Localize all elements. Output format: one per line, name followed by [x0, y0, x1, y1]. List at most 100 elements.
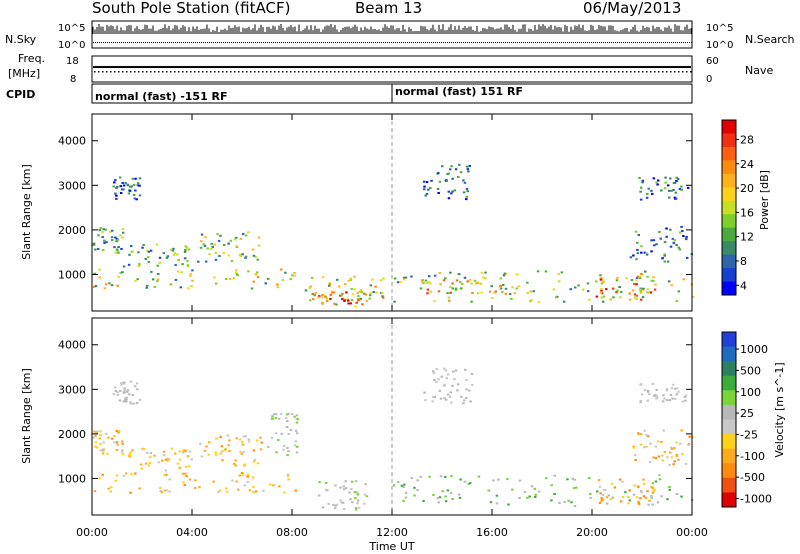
heatmap-cell — [294, 429, 298, 432]
heatmap-cell — [515, 273, 519, 276]
heatmap-cell — [241, 441, 244, 444]
heatmap-cell — [156, 280, 159, 283]
heatmap-cell — [602, 295, 606, 298]
heatmap-cell — [649, 291, 653, 294]
heatmap-cell — [437, 192, 440, 194]
nsearch-dot — [689, 42, 690, 43]
heatmap-cell — [256, 462, 260, 465]
heatmap-cell — [150, 270, 153, 273]
heatmap-cell — [293, 272, 296, 274]
heatmap-cell — [287, 433, 290, 435]
heatmap-cell — [663, 253, 666, 256]
heatmap-cell — [187, 248, 191, 251]
heatmap-cell — [635, 279, 638, 282]
nave-dot — [534, 71, 536, 73]
colorbar-segment — [722, 448, 736, 464]
heatmap-cell — [606, 502, 609, 505]
heatmap-cell — [206, 247, 209, 250]
heatmap-cell — [638, 288, 642, 291]
nsearch-dot — [509, 42, 510, 43]
nave-dot — [106, 71, 108, 73]
nsearch-dot — [609, 42, 610, 43]
heatmap-cell — [349, 302, 353, 305]
heatmap-cell — [184, 449, 187, 452]
colorbar-segment — [722, 187, 736, 202]
heatmap-cell — [356, 493, 360, 496]
colorbar-segment — [722, 390, 736, 406]
colorbar-segment — [722, 241, 736, 256]
heatmap-cell — [675, 453, 679, 456]
nsearch-dot — [493, 42, 494, 43]
nave-dot — [358, 71, 360, 73]
heatmap-cell — [310, 276, 314, 279]
heatmap-cell — [669, 245, 673, 248]
nsearch-dot — [177, 42, 178, 43]
heatmap-cell — [290, 413, 294, 415]
heatmap-cell — [238, 253, 242, 256]
heatmap-cell — [118, 430, 121, 433]
heatmap-cell — [286, 420, 289, 422]
nave-dot — [370, 71, 372, 73]
heatmap-cell — [128, 453, 131, 456]
heatmap-cell — [445, 179, 448, 182]
heatmap-cell — [239, 450, 242, 453]
nsearch-dot — [373, 42, 374, 43]
heatmap-cell — [672, 188, 675, 191]
heatmap-cell — [462, 191, 466, 194]
nsearch-dot — [399, 42, 400, 43]
heatmap-cell — [205, 445, 208, 448]
heatmap-cell — [134, 279, 137, 282]
nsearch-dot — [103, 42, 104, 43]
heatmap-cell — [136, 278, 139, 281]
nsearch-dot — [517, 42, 518, 43]
nave-dot — [458, 71, 460, 73]
nsearch-dot — [355, 42, 356, 43]
heatmap-cell — [174, 278, 178, 281]
nsearch-dot — [407, 42, 408, 43]
heatmap-cell — [669, 446, 673, 449]
nsearch-dot — [645, 42, 646, 43]
heatmap-cell — [173, 252, 176, 255]
nave-dot — [350, 71, 352, 73]
power-cells — [92, 163, 695, 308]
nsearch-dot — [371, 42, 372, 43]
heatmap-cell — [656, 179, 660, 182]
heatmap-cell — [628, 298, 632, 301]
heatmap-cell — [429, 290, 432, 293]
heatmap-cell — [598, 501, 602, 504]
heatmap-cell — [615, 291, 618, 294]
heatmap-cell — [651, 192, 654, 195]
heatmap-cell — [252, 449, 256, 452]
nsearch-dot — [323, 42, 324, 43]
heatmap-cell — [440, 375, 443, 378]
heatmap-cell — [122, 265, 126, 268]
heatmap-cell — [682, 278, 685, 281]
heatmap-cell — [667, 280, 671, 283]
nsearch-dot — [439, 42, 440, 43]
heatmap-cell — [446, 292, 449, 295]
heatmap-cell — [198, 486, 201, 489]
nave-dot — [302, 71, 304, 73]
heatmap-cell — [236, 274, 239, 277]
nsearch-dot — [673, 42, 674, 43]
heatmap-cell — [98, 268, 101, 271]
nave-dot — [190, 71, 192, 73]
nsearch-dot — [267, 42, 268, 43]
heatmap-cell — [511, 488, 514, 491]
nsearch-dot — [417, 42, 418, 43]
heatmap-cell — [94, 445, 97, 448]
heatmap-cell — [661, 459, 665, 462]
heatmap-cell — [157, 461, 160, 464]
heatmap-cell — [357, 299, 360, 302]
nave-dot — [234, 71, 236, 73]
heatmap-cell — [186, 455, 190, 458]
nave-dot — [270, 71, 272, 73]
heatmap-cell — [655, 243, 658, 246]
heatmap-cell — [118, 399, 122, 402]
nsearch-dot — [351, 42, 352, 43]
nave-dot — [462, 71, 464, 73]
nsearch-dot — [433, 42, 434, 43]
heatmap-cell — [630, 279, 634, 281]
nsearch-dot — [633, 42, 634, 43]
heatmap-cell — [635, 258, 638, 261]
